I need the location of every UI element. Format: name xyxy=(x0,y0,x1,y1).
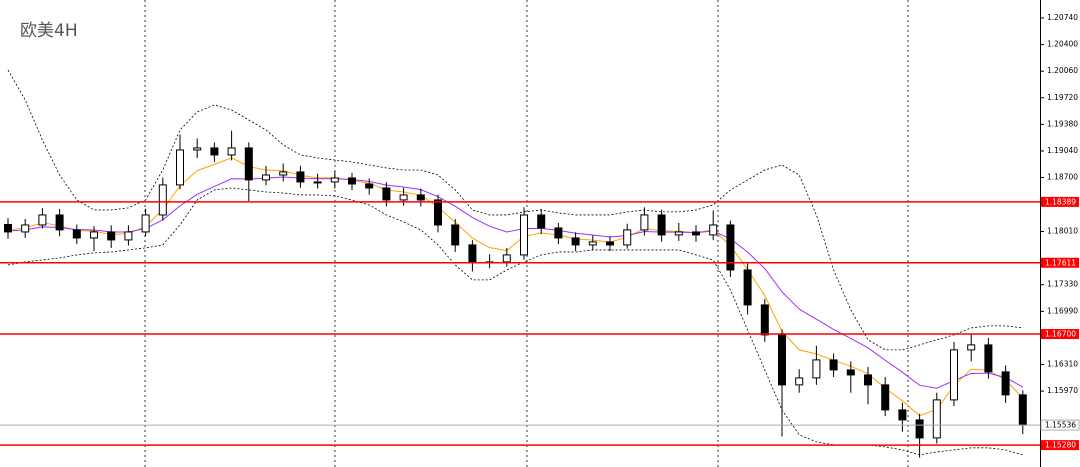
candle-body xyxy=(227,147,236,156)
candle-body xyxy=(124,231,133,241)
candle-body xyxy=(21,224,30,233)
candle-body xyxy=(692,231,700,236)
price-level-label: 1.17611 xyxy=(1045,258,1076,267)
chart-title: 欧美4H xyxy=(20,21,78,41)
candle-body xyxy=(984,344,993,373)
candle-body xyxy=(915,419,924,439)
candle-body xyxy=(38,214,47,226)
y-tick-label: 1.18700 xyxy=(1047,173,1078,182)
candle-body xyxy=(640,214,649,231)
indicator-line xyxy=(7,69,1023,351)
price-level-label: 1.18389 xyxy=(1045,197,1076,206)
candle-body xyxy=(709,224,718,236)
y-tick-label: 1.15970 xyxy=(1047,386,1078,395)
y-tick-label: 1.19380 xyxy=(1047,119,1078,128)
candle-body xyxy=(537,214,546,229)
candle-body xyxy=(176,149,184,186)
candle-body xyxy=(468,244,477,263)
candle-body xyxy=(846,369,855,376)
candle-body xyxy=(313,181,322,184)
candle-body xyxy=(193,147,202,151)
candle-body xyxy=(932,399,941,439)
price-level-tag xyxy=(1041,329,1079,340)
candle-body xyxy=(4,224,12,233)
candle-body xyxy=(72,229,81,239)
current-price-label: 1.15536 xyxy=(1045,421,1076,430)
candle-body xyxy=(812,359,821,379)
candle-body xyxy=(502,254,511,263)
candle-body xyxy=(898,409,907,421)
candle-body xyxy=(55,214,64,231)
y-tick-label: 1.20740 xyxy=(1047,13,1078,22)
candle-body xyxy=(365,183,374,189)
candle-body xyxy=(726,224,735,271)
candle-body xyxy=(588,241,597,246)
price-level-tag xyxy=(1041,257,1079,268)
price-level-label: 1.16700 xyxy=(1045,330,1076,339)
candle-body xyxy=(90,231,98,239)
price-level-tag xyxy=(1041,196,1079,207)
y-tick-label: 1.17330 xyxy=(1047,280,1078,289)
y-tick-label: 1.16310 xyxy=(1047,360,1078,369)
candle-body xyxy=(434,199,442,226)
indicator-line xyxy=(7,157,1024,417)
candle-body xyxy=(348,177,356,185)
candle-body xyxy=(950,349,958,401)
candle-body xyxy=(141,214,150,233)
candle-body xyxy=(158,184,167,216)
candle-body xyxy=(279,171,288,176)
candle-body xyxy=(210,147,219,156)
candle-body xyxy=(1018,394,1027,426)
y-tick-label: 1.16990 xyxy=(1047,306,1078,315)
candle-body xyxy=(382,187,391,201)
candle-body xyxy=(571,237,580,246)
current-price-tag xyxy=(1040,419,1080,431)
candle-body xyxy=(606,241,614,246)
candle-body xyxy=(778,334,786,386)
candle-body xyxy=(451,224,460,246)
candle-body xyxy=(743,269,752,306)
price-level-label: 1.15280 xyxy=(1045,441,1076,450)
candle-body xyxy=(107,231,116,241)
candle-body xyxy=(623,229,632,246)
y-tick-label: 1.20400 xyxy=(1047,40,1078,49)
candle-body xyxy=(296,171,305,183)
candle-body xyxy=(829,359,838,371)
candle-body xyxy=(1001,371,1010,396)
candle-body xyxy=(520,214,528,256)
candle-body xyxy=(881,384,890,411)
candle-body xyxy=(416,194,425,201)
y-tick-label: 1.20060 xyxy=(1047,66,1078,75)
candle-body xyxy=(244,147,253,181)
candle-body xyxy=(657,214,666,236)
y-tick-label: 1.19720 xyxy=(1047,93,1078,102)
candle-body xyxy=(795,377,804,386)
indicator-line xyxy=(7,176,1024,389)
candle-body xyxy=(399,194,408,201)
price-level-tag xyxy=(1041,440,1079,451)
candle-body xyxy=(262,174,270,181)
candle-body xyxy=(330,177,339,183)
y-tick-label: 1.19040 xyxy=(1047,146,1078,155)
candle-body xyxy=(864,374,872,386)
candle-body xyxy=(554,227,563,239)
y-tick-label: 1.18010 xyxy=(1047,227,1078,236)
candle-body xyxy=(760,304,769,336)
candle-body xyxy=(967,344,976,351)
indicator-line xyxy=(7,187,1023,456)
candle-body xyxy=(674,231,683,236)
